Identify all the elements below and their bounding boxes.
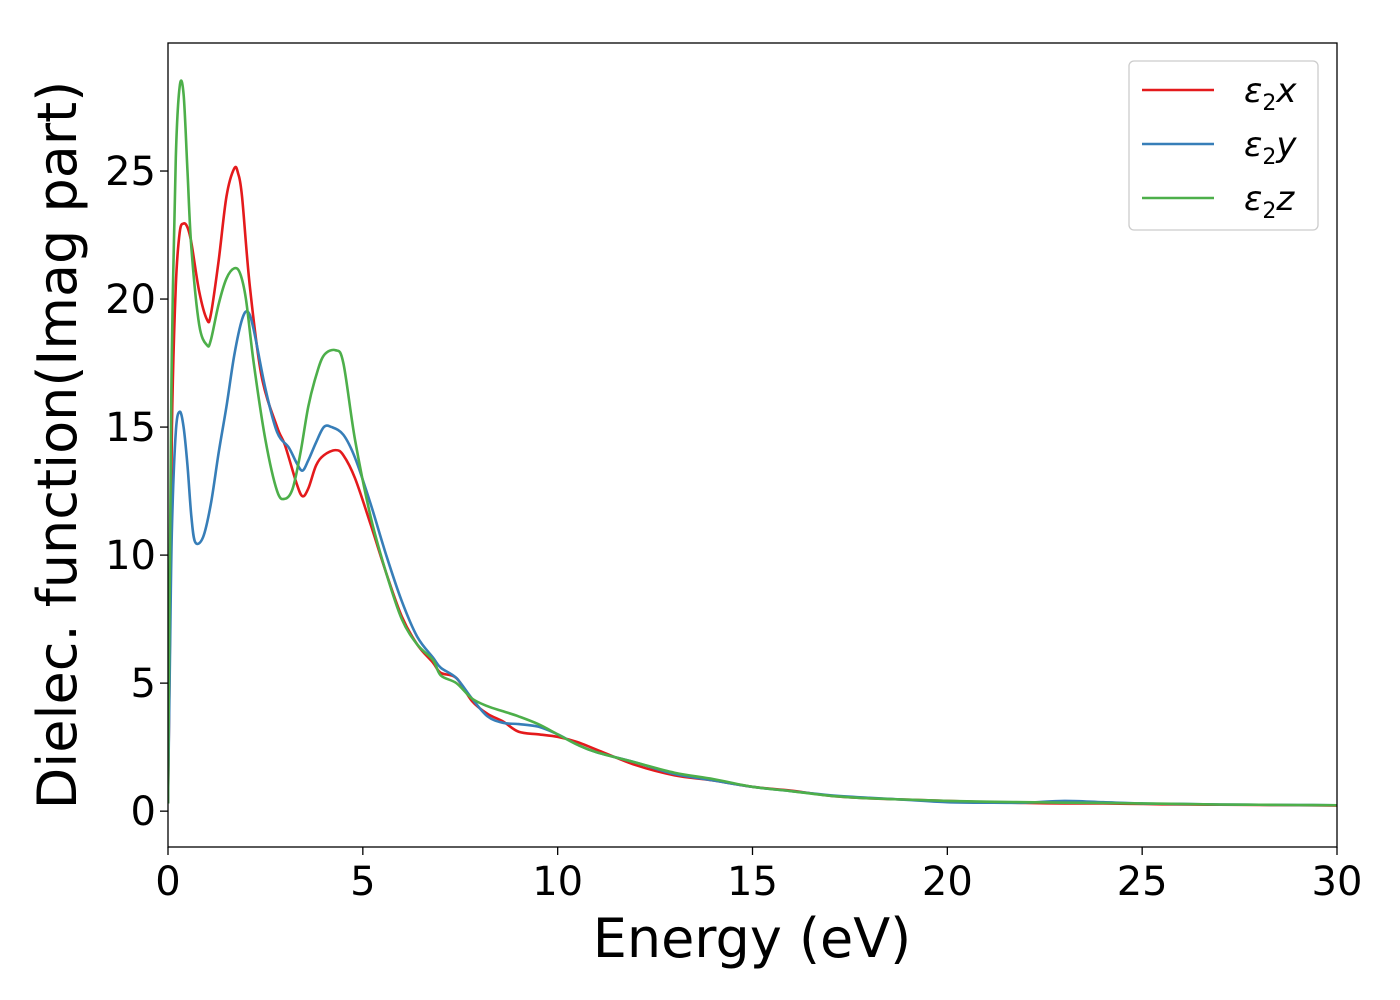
x-tick-label: 0 <box>155 859 180 905</box>
x-axis-title: Energy (eV) <box>593 907 912 970</box>
series-line-z <box>168 79 1337 807</box>
x-axis: 0 5 10 15 20 25 30 <box>155 847 1362 905</box>
legend: ε2x ε2y ε2z <box>1128 60 1319 231</box>
legend-label-y: ε2y <box>1244 125 1297 170</box>
y-tick-label: 25 <box>105 149 156 195</box>
y-tick-label: 15 <box>105 405 156 451</box>
y-axis-title: Dielec. function(Imag part) <box>26 81 89 810</box>
y-tick-label: 20 <box>105 277 156 323</box>
x-tick-label: 30 <box>1312 859 1363 905</box>
series-layer <box>168 79 1337 807</box>
x-tick-label: 10 <box>532 859 583 905</box>
y-tick-label: 5 <box>131 661 156 707</box>
y-axis: 0 5 10 15 20 25 <box>105 149 168 835</box>
x-tick-label: 15 <box>727 859 778 905</box>
legend-box <box>1128 60 1319 231</box>
legend-label-z: ε2z <box>1244 179 1295 224</box>
y-tick-label: 10 <box>105 533 156 579</box>
y-tick-label: 0 <box>131 789 156 835</box>
x-tick-label: 20 <box>922 859 973 905</box>
x-tick-label: 25 <box>1117 859 1168 905</box>
x-tick-label: 5 <box>350 859 375 905</box>
legend-label-x: ε2x <box>1244 71 1297 116</box>
